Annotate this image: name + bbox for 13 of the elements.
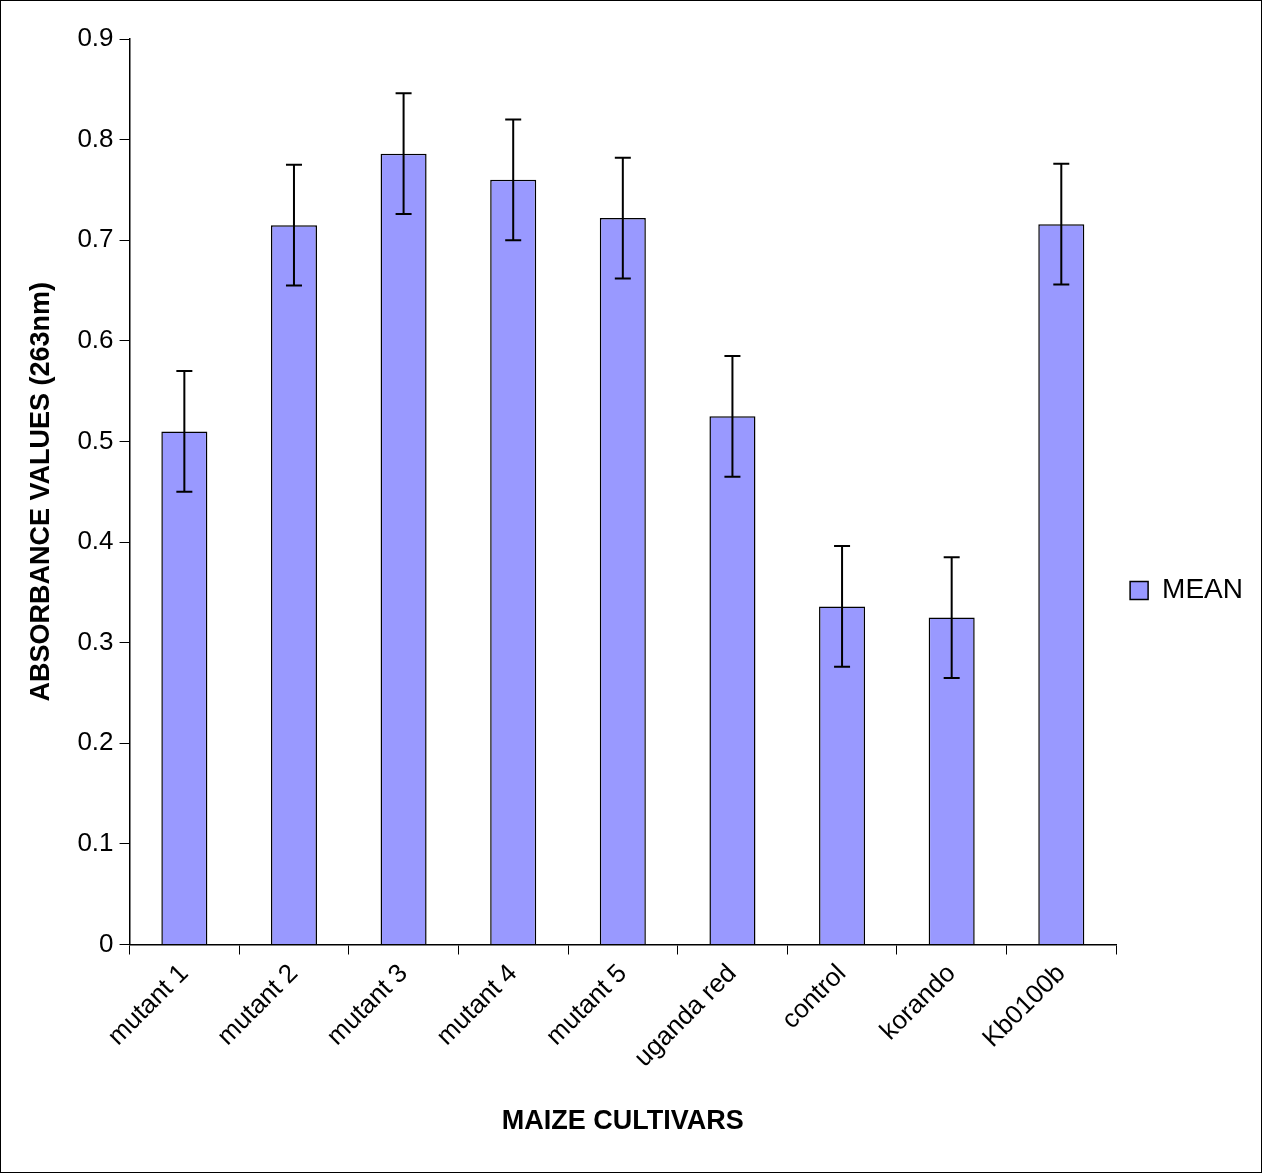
y-tick-label: 0 — [99, 927, 114, 958]
x-axis-title: MAIZE CULTIVARS — [501, 1105, 744, 1136]
legend-label: MEAN — [1162, 573, 1244, 605]
y-tick-label: 0.7 — [77, 223, 114, 254]
y-tick-label: 0.9 — [77, 22, 114, 53]
y-tick-label: 0.5 — [77, 424, 114, 455]
y-axis-title: ABSORBANCE VALUES (263nm) — [24, 281, 55, 702]
y-tick-label: 0.8 — [77, 122, 114, 153]
y-tick-label: 0.4 — [77, 525, 114, 556]
y-tick-label: 0.1 — [77, 827, 114, 858]
y-tick-label: 0.2 — [77, 726, 114, 757]
y-tick-label: 0.6 — [77, 324, 114, 355]
y-tick-label: 0.3 — [77, 625, 114, 656]
